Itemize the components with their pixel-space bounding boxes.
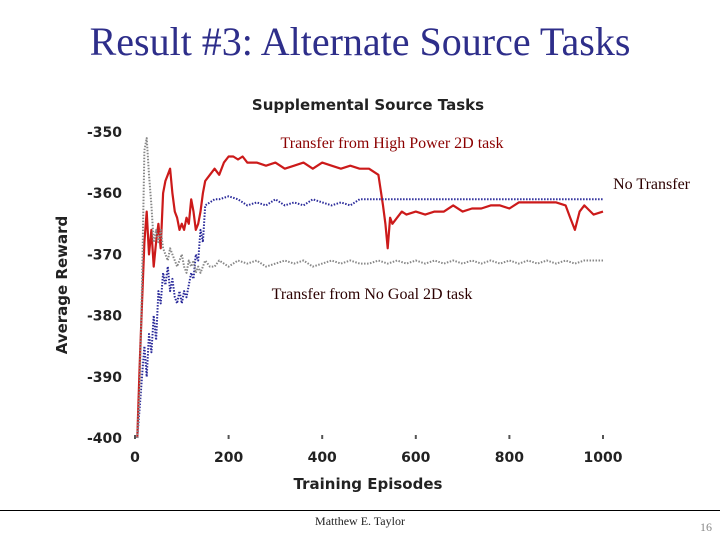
x-tick-label: 0 bbox=[130, 450, 140, 466]
y-tick-label: -400 bbox=[87, 431, 122, 447]
annotation-no-goal: Transfer from No Goal 2D task bbox=[272, 286, 473, 303]
annotation-high-power: Transfer from High Power 2D task bbox=[281, 135, 504, 152]
y-tick-label: -370 bbox=[87, 247, 122, 263]
reward-line-chart: Supplemental Source Tasks Average Reward… bbox=[53, 96, 691, 493]
x-axis-label: Training Episodes bbox=[294, 475, 443, 493]
footer-author: Matthew E. Taylor bbox=[315, 514, 405, 528]
footer-divider bbox=[0, 510, 720, 511]
y-tick-label: -380 bbox=[87, 309, 122, 325]
x-tick-label: 400 bbox=[308, 450, 337, 466]
y-tick-label: -360 bbox=[87, 186, 122, 202]
page-number: 16 bbox=[700, 520, 712, 534]
x-tick-label: 1000 bbox=[584, 450, 623, 466]
series-line-high-power bbox=[136, 155, 604, 439]
y-axis-label: Average Reward bbox=[53, 216, 71, 355]
x-tick-label: 800 bbox=[495, 450, 524, 466]
slide-title: Result #3: Alternate Source Tasks bbox=[89, 19, 631, 64]
y-tick-label: -390 bbox=[87, 370, 122, 386]
annotation-no-transfer: No Transfer bbox=[613, 176, 691, 193]
x-tick-label: 200 bbox=[214, 450, 243, 466]
y-tick-label: -350 bbox=[87, 125, 122, 141]
series-line-no-transfer bbox=[136, 195, 603, 439]
chart-title: Supplemental Source Tasks bbox=[252, 96, 484, 114]
series-line-no-goal bbox=[136, 137, 603, 439]
x-tick-label: 600 bbox=[401, 450, 430, 466]
